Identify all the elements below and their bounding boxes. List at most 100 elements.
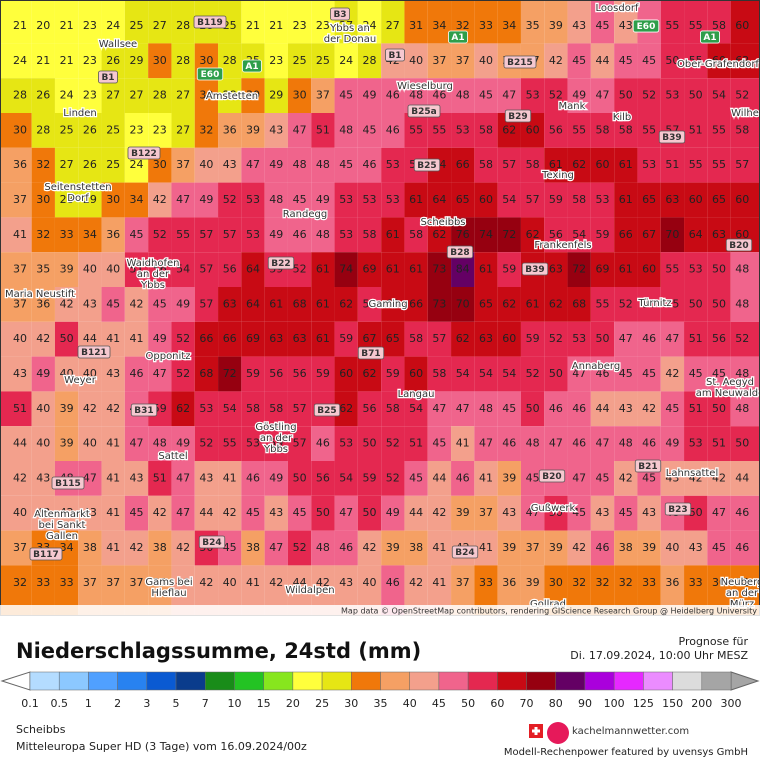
precip-cell [264,287,288,322]
precip-value: 47 [339,506,353,519]
precip-cell [451,217,475,253]
precip-cell [660,78,685,113]
precip-value: 46 [549,402,563,415]
precip-value: 45 [293,506,307,519]
precip-cell [218,287,242,322]
precip-cell [124,495,149,531]
road-label: B31 [134,406,153,416]
precip-cell [730,530,760,566]
precip-cell [311,147,335,183]
precip-cell [660,217,685,253]
precip-value: 53 [689,437,703,450]
credit: Modell-Rechenpower featured by uvensys G… [504,747,748,758]
brand: kachelmannwetter.com [572,726,689,737]
precip-cell [357,78,382,113]
precip-value: 59 [363,471,377,484]
precip-value: 47 [572,471,586,484]
road-badge [77,345,111,359]
precip-cell [287,391,312,427]
precip-cell [637,565,661,616]
precip-value: 46 [293,228,307,241]
precip-value: 28 [13,89,27,102]
colorbar-swatch [701,671,732,691]
precip-value: 45 [596,471,610,484]
precip-value: 51 [665,158,679,171]
precip-cell [54,182,79,218]
precip-cell [171,461,195,496]
place-name: Annaberg [572,361,620,372]
precip-cell [171,113,195,148]
colorbar-swatch [467,671,498,691]
precip-value: 52 [199,437,213,450]
road-label: B25a [411,107,436,117]
colorbar-tick-label: 20 [286,697,300,710]
precip-value: 46 [596,541,610,554]
precip-value: 23 [293,19,307,32]
precip-value: 45 [409,471,423,484]
precip-value: 43 [130,471,144,484]
precip-value: 27 [153,19,167,32]
precip-value: 24 [13,54,27,67]
colorbar-tick-label: 25 [315,697,329,710]
precip-cell [264,565,288,616]
precip-cell [474,43,498,79]
precip-value: 58 [363,228,377,241]
precip-cell [78,495,102,531]
precip-cell [0,78,32,113]
precip-cell [194,426,219,461]
precip-cell [31,0,55,44]
precip-cell [590,356,615,392]
precip-cell [194,321,219,357]
precip-value: 46 [572,402,586,415]
precip-cell [101,78,125,113]
precip-cell [357,0,382,44]
precip-cell [78,252,102,287]
precip-cell [637,530,661,566]
road-label: B1 [101,73,114,83]
colorbar-tick-label: 150 [662,697,683,710]
precip-value: 28 [153,89,167,102]
precip-cell [660,565,685,616]
colorbar-tick-label: 35 [374,697,388,710]
precip-value: 46 [735,541,749,554]
precip-value: 55 [665,19,679,32]
precip-value: 43 [339,576,353,589]
precip-value: 64 [689,228,703,241]
colorbar-tick-label: 15 [257,697,271,710]
precip-value: 32 [36,158,50,171]
precip-cell [171,565,195,616]
precip-value: 27 [106,89,120,102]
precip-cell [707,252,731,287]
precip-value: 52 [549,332,563,345]
road-label: E60 [637,22,656,32]
precip-value: 44 [199,506,213,519]
precip-cell [474,182,498,218]
precip-cell [660,426,685,461]
precip-cell [54,113,79,148]
precip-value: 58 [572,193,586,206]
precip-cell [0,461,32,496]
precip-cell [357,43,382,79]
precip-value: 42 [106,402,120,415]
precip-value: 52 [526,367,540,380]
precip-value: 45 [642,471,656,484]
precip-cell [520,182,545,218]
precip-cell [101,182,125,218]
precip-cell [171,287,195,322]
place-name: Göstling [255,422,296,433]
precip-value: 56 [269,367,283,380]
precip-value: 30 [199,89,213,102]
precip-cell [544,0,568,44]
precip-value: 64 [432,193,446,206]
precip-cell [707,356,731,392]
precip-cell [614,147,638,183]
precip-value: 53 [339,228,353,241]
colorbar-swatch [409,671,440,691]
precip-value: 34 [60,541,74,554]
precip-cell [311,356,335,392]
precip-value: 56 [153,263,167,276]
precip-value: 48 [479,402,493,415]
precip-value: 48 [316,228,330,241]
precip-cell [544,182,568,218]
precip-cell [497,78,521,113]
